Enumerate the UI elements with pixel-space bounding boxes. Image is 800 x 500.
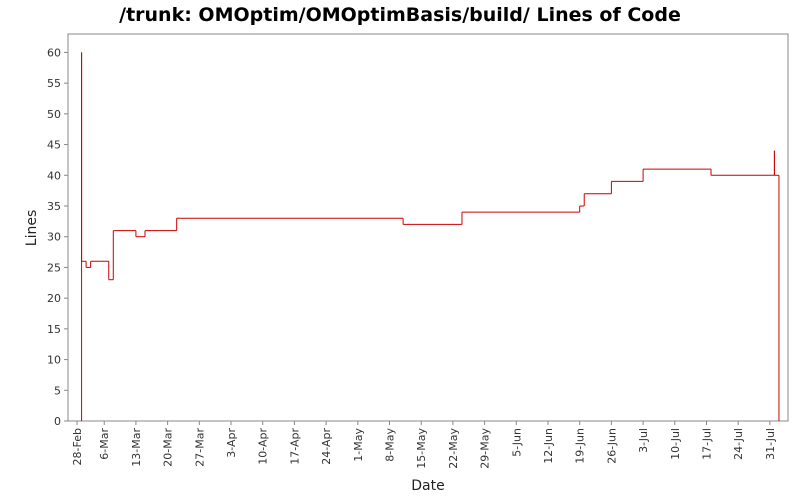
x-tick-label: 6-Mar [98, 428, 111, 460]
y-tick-label: 25 [47, 261, 61, 274]
x-tick-label: 22-May [447, 428, 460, 469]
x-axis-title: Date [411, 478, 444, 494]
x-tick-label: 12-Jun [542, 428, 555, 464]
y-tick-label: 50 [47, 108, 61, 121]
y-tick-label: 35 [47, 200, 61, 213]
x-tick-label: 31-Jul [764, 428, 777, 460]
x-tick-label: 13-Mar [130, 428, 143, 467]
x-tick-label: 27-Mar [193, 428, 206, 467]
y-tick-label: 40 [47, 169, 61, 182]
x-tick-label: 17-Jul [700, 428, 713, 460]
x-tick-label: 24-Apr [320, 428, 333, 465]
x-tick-label: 20-Mar [162, 428, 175, 467]
x-tick-label: 19-Jun [574, 428, 587, 464]
y-tick-label: 60 [47, 46, 61, 59]
x-tick-label: 10-Apr [257, 428, 270, 465]
y-tick-label: 10 [47, 354, 61, 367]
x-tick-label: 1-May [352, 428, 365, 462]
x-tick-label: 15-May [415, 428, 428, 469]
y-tick-label: 15 [47, 323, 61, 336]
y-tick-label: 5 [54, 384, 61, 397]
x-tick-label: 8-May [384, 428, 397, 462]
x-tick-label: 24-Jul [732, 428, 745, 460]
y-tick-label: 55 [47, 77, 61, 90]
y-tick-label: 20 [47, 292, 61, 305]
x-tick-label: 28-Feb [71, 428, 84, 465]
x-tick-label: 3-Jul [637, 428, 650, 453]
chart-title: /trunk: OMOptim/OMOptimBasis/build/ Line… [119, 4, 681, 26]
x-tick-label: 29-May [479, 428, 492, 469]
x-tick-label: 17-Apr [288, 428, 301, 465]
y-tick-label: 30 [47, 231, 61, 244]
x-tick-label: 10-Jul [669, 428, 682, 460]
x-tick-label: 3-Apr [225, 428, 238, 458]
y-axis-title: Lines [24, 210, 40, 246]
x-tick-label: 5-Jun [510, 428, 523, 457]
y-tick-label: 0 [54, 415, 61, 428]
x-tick-label: 26-Jun [605, 428, 618, 464]
plot-area [67, 33, 789, 422]
y-tick-label: 45 [47, 139, 61, 152]
